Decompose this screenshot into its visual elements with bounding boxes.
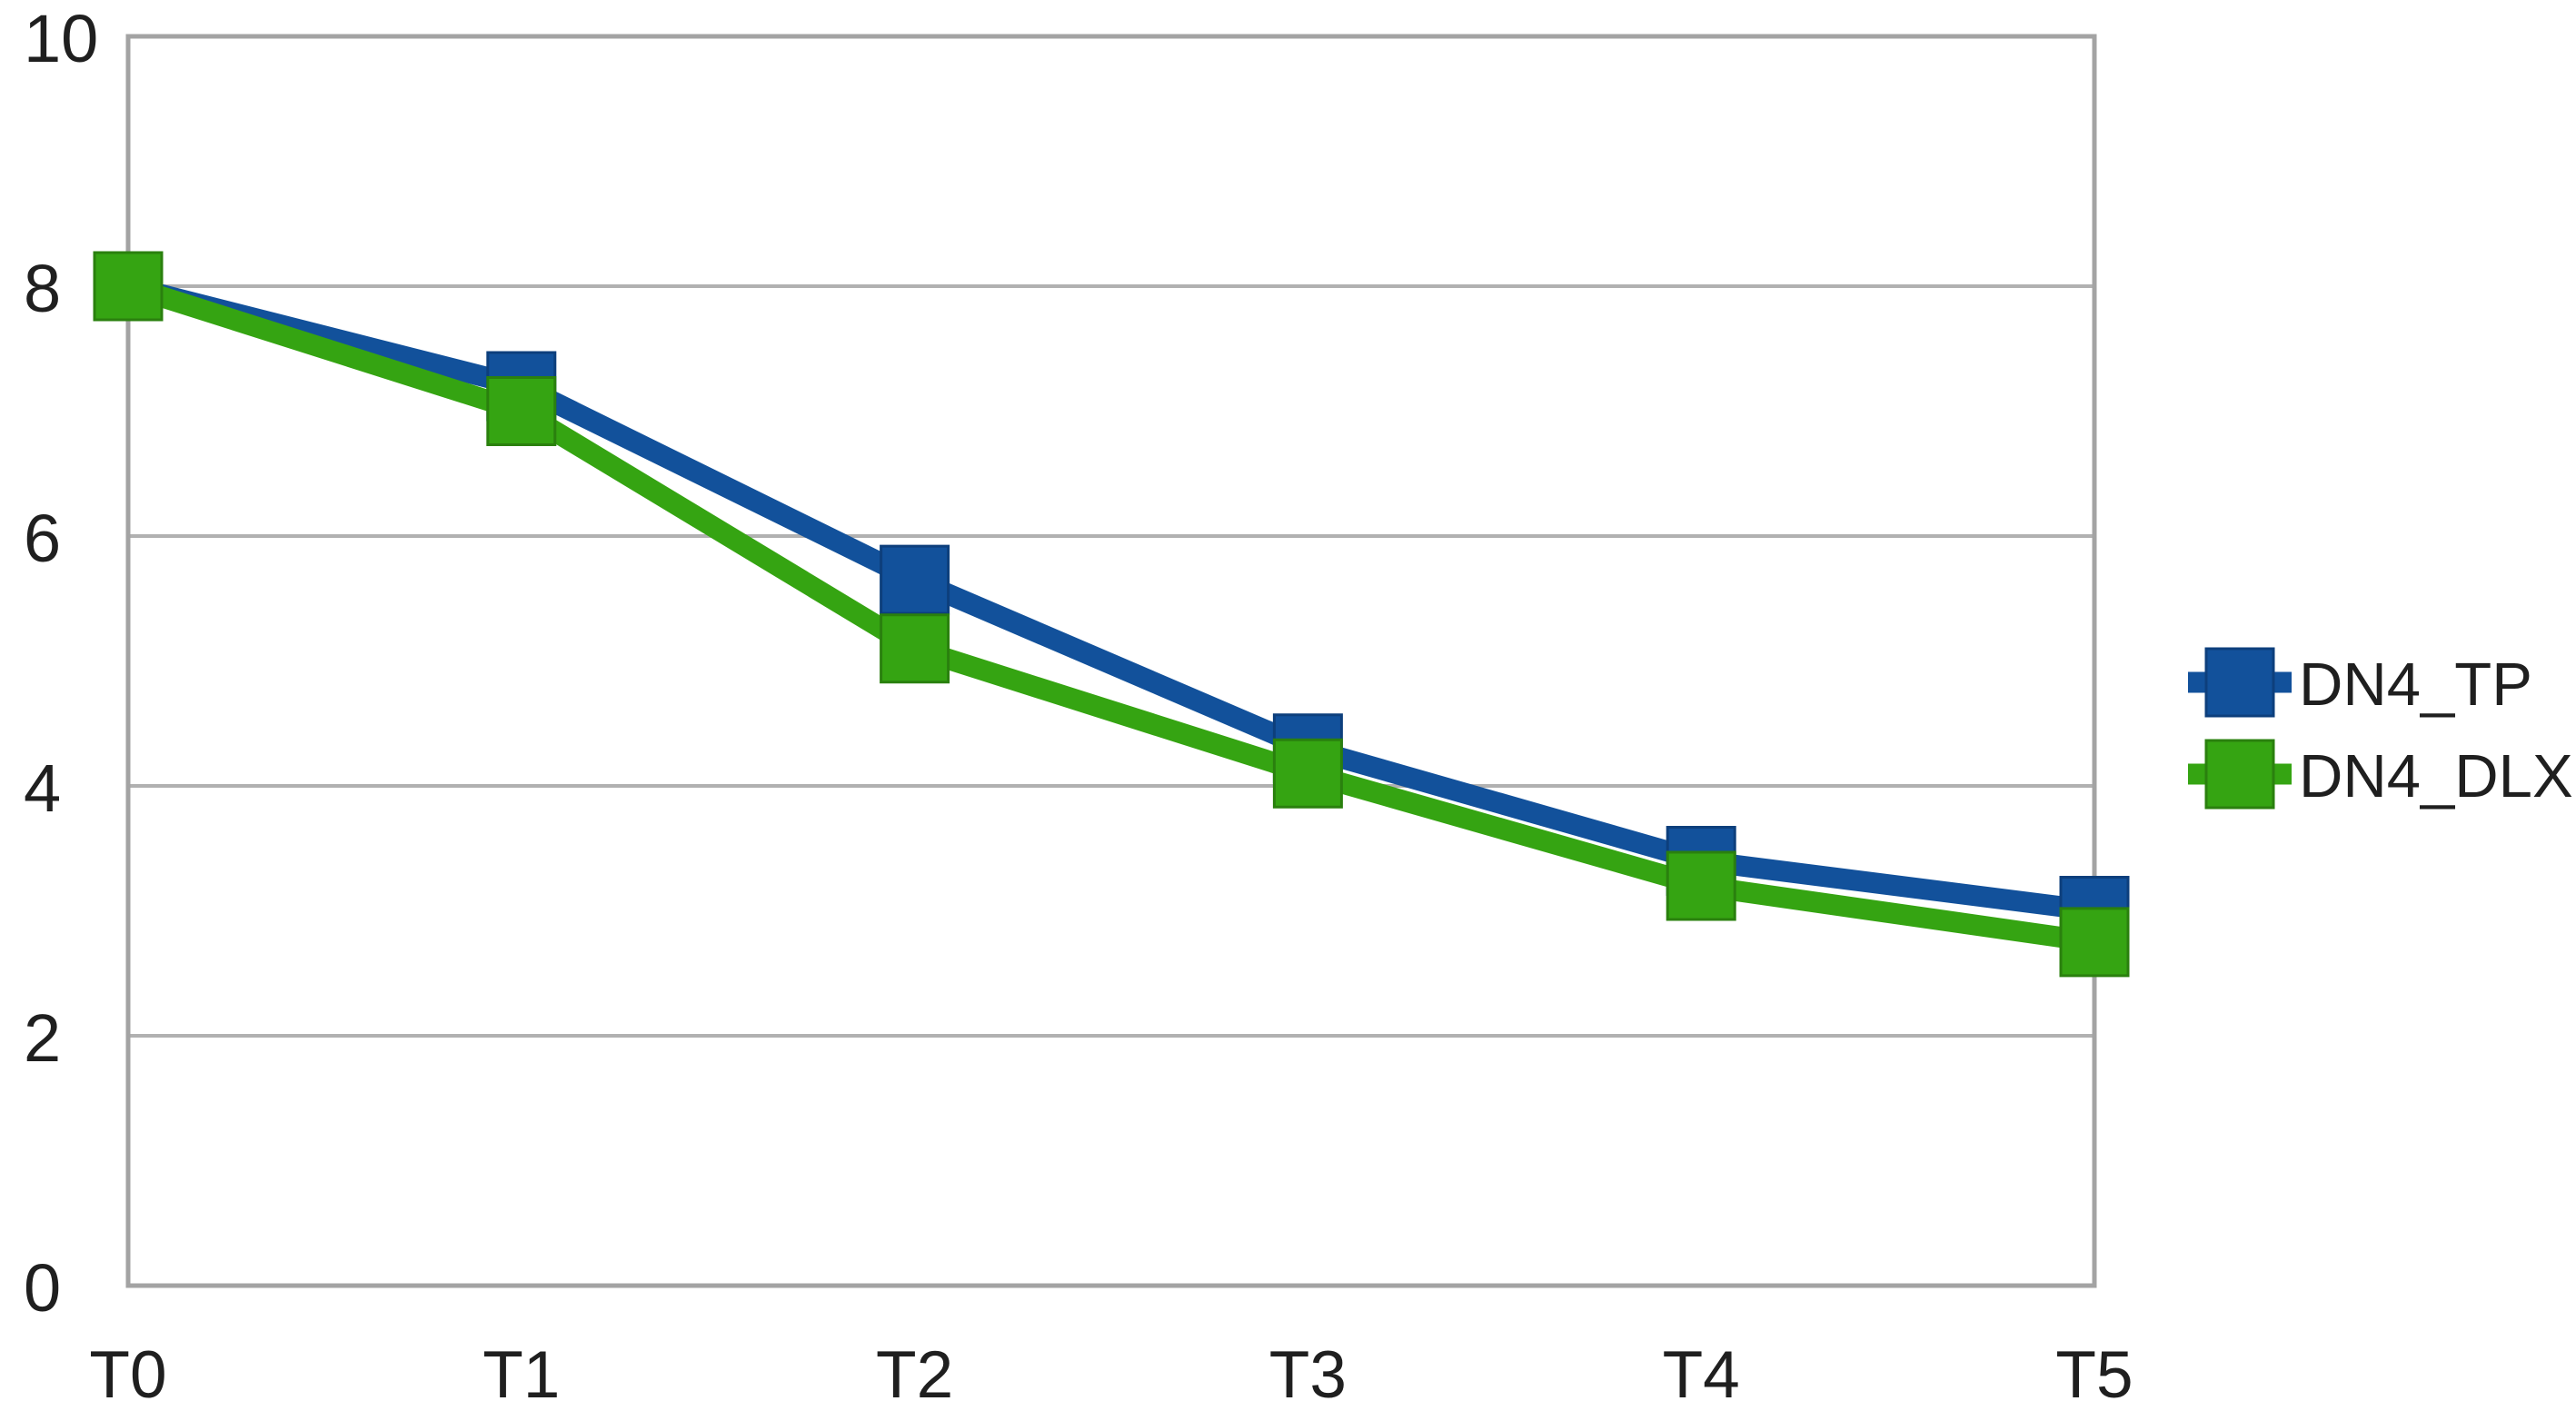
x-tick-label-T2: T2 <box>876 1338 953 1412</box>
legend-label-DN4_TP: DN4_TP <box>2299 651 2532 719</box>
y-tick-label-6: 6 <box>24 501 61 576</box>
data-point-marker-DN4_DLX-T5 <box>2059 907 2130 978</box>
y-tick-label-10: 10 <box>24 1 98 76</box>
x-tick-label-T0: T0 <box>89 1338 166 1412</box>
x-tick-label-T1: T1 <box>482 1338 560 1412</box>
y-tick-label-8: 8 <box>24 251 61 326</box>
series-DN4_DLX <box>93 251 2130 978</box>
data-point-marker-DN4_DLX-T0 <box>93 251 164 322</box>
data-point-marker-DN4_TP-T2 <box>880 544 950 615</box>
data-point-marker-DN4_DLX-T3 <box>1272 738 1343 809</box>
legend: DN4_TP DN4_DLX <box>2188 647 2573 810</box>
y-axis-tick-labels: 0 2 4 6 8 10 <box>24 1 98 1326</box>
data-point-marker-DN4_DLX-T2 <box>880 613 950 684</box>
data-point-marker-DN4_DLX-T4 <box>1666 850 1736 921</box>
legend-item-DN4_TP: DN4_TP <box>2188 647 2532 719</box>
x-tick-label-T3: T3 <box>1269 1338 1347 1412</box>
y-tick-label-4: 4 <box>24 750 61 826</box>
data-point-marker-DN4_DLX-T1 <box>486 376 557 446</box>
series-line-DN4_DLX <box>124 276 2096 953</box>
series-line-DN4_TP <box>125 275 2096 921</box>
y-tick-label-2: 2 <box>24 1000 61 1076</box>
plot-border <box>125 34 2097 1288</box>
legend-marker-icon-DN4_TP <box>2204 647 2275 718</box>
x-tick-label-T5: T5 <box>2055 1338 2133 1412</box>
gridlines <box>128 284 2094 1038</box>
x-axis-category-labels: T0 T1 T2 T3 T4 T5 <box>89 1338 2133 1412</box>
legend-label-DN4_DLX: DN4_DLX <box>2299 742 2573 810</box>
y-tick-label-0: 0 <box>24 1250 61 1326</box>
legend-item-DN4_DLX: DN4_DLX <box>2188 739 2573 810</box>
x-tick-label-T4: T4 <box>1663 1338 1740 1412</box>
legend-marker-icon-DN4_DLX <box>2204 739 2275 810</box>
